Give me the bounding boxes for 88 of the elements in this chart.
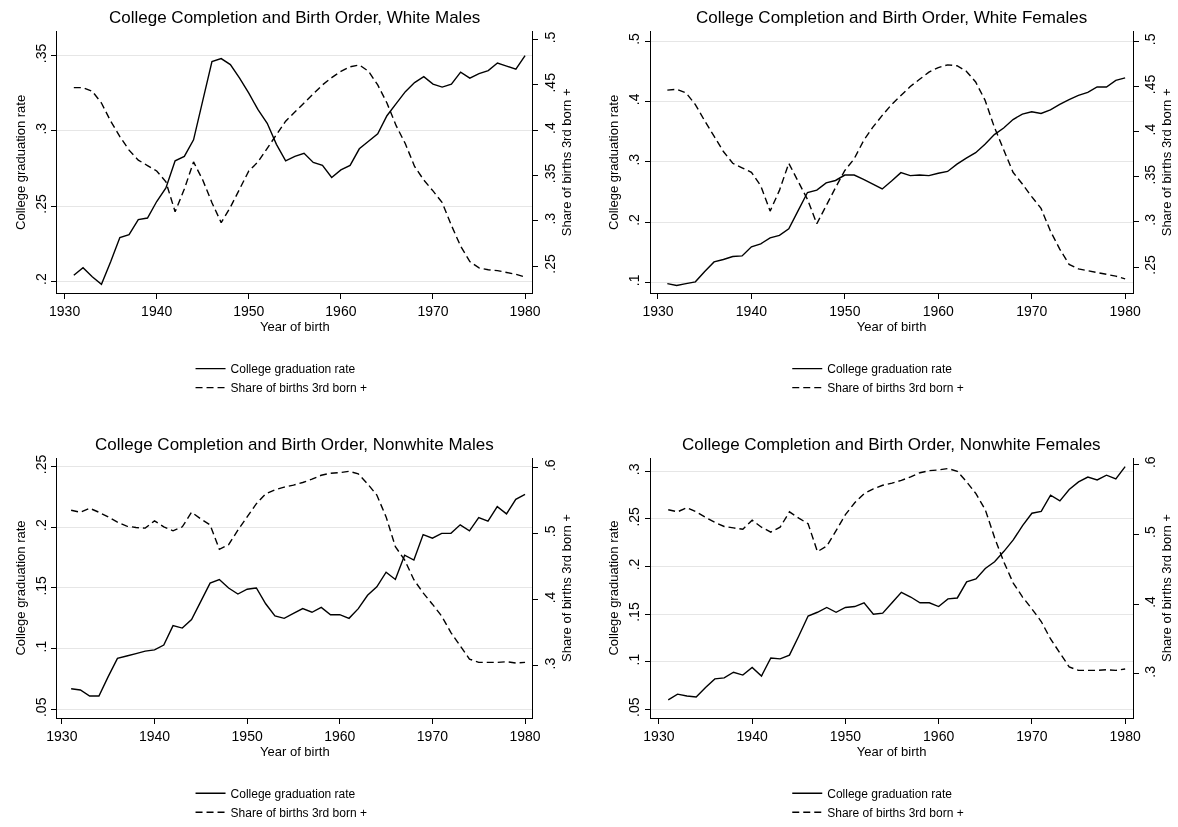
y-tick-label: .25 bbox=[625, 506, 642, 527]
y-tick-label: .3 bbox=[625, 153, 642, 166]
y2-axis-title: Share of births 3rd born + bbox=[1159, 88, 1175, 237]
x-tick-label: 1950 bbox=[233, 303, 265, 320]
y2-axis-title: Share of births 3rd born + bbox=[558, 88, 574, 237]
y-tick-label: .15 bbox=[625, 602, 642, 622]
y2-tick-label: .3 bbox=[542, 657, 559, 670]
legend-label: Share of births 3rd born + bbox=[827, 381, 964, 396]
y2-tick-label: .4 bbox=[1142, 123, 1159, 136]
y2-tick-label: .25 bbox=[1142, 255, 1159, 275]
x-tick-label: 1970 bbox=[417, 303, 449, 320]
x-tick-label: 1960 bbox=[325, 303, 357, 320]
y-tick-label: .1 bbox=[625, 653, 642, 666]
y-tick-label: .4 bbox=[625, 93, 642, 106]
x-tick-label: 1950 bbox=[231, 727, 263, 744]
y-tick-label: .2 bbox=[32, 519, 49, 532]
y2-tick-label: .35 bbox=[542, 163, 559, 184]
y-tick-label: .2 bbox=[625, 558, 642, 571]
x-tick-label: 1980 bbox=[509, 303, 541, 320]
x-tick-label: 1960 bbox=[922, 303, 955, 320]
y2-tick-label: .5 bbox=[542, 31, 559, 44]
x-tick-label: 1930 bbox=[46, 727, 78, 744]
y-tick-label: .25 bbox=[32, 454, 49, 475]
chart-title: College Completion and Birth Order, White Males bbox=[109, 8, 481, 27]
x-tick-label: 1930 bbox=[642, 303, 674, 320]
x-tick-label: 1940 bbox=[138, 727, 171, 744]
y2-tick-label: .5 bbox=[1142, 33, 1159, 46]
legend-label: Share of births 3rd born + bbox=[230, 381, 367, 396]
x-tick-label: 1930 bbox=[643, 727, 675, 744]
legend-label: Share of births 3rd born + bbox=[230, 805, 367, 820]
y2-tick-label: .35 bbox=[1142, 164, 1159, 185]
y2-tick-label: .5 bbox=[542, 525, 559, 538]
y2-tick-label: .3 bbox=[1142, 665, 1159, 678]
y-tick-label: .5 bbox=[625, 32, 642, 45]
x-tick-label: 1960 bbox=[324, 727, 356, 744]
x-tick-label: 1950 bbox=[829, 727, 862, 744]
x-tick-label: 1950 bbox=[829, 303, 861, 320]
y2-tick-label: .6 bbox=[542, 459, 559, 472]
y-tick-label: .1 bbox=[32, 640, 49, 653]
y-tick-label: .25 bbox=[32, 193, 49, 214]
y-axis-title: College graduation rate bbox=[12, 94, 28, 230]
y2-tick-label: .45 bbox=[1142, 74, 1159, 95]
y2-tick-label: .4 bbox=[1142, 595, 1159, 608]
y-axis-title: College graduation rate bbox=[605, 94, 621, 230]
x-axis-title: Year of birth bbox=[856, 319, 927, 335]
chart-title: College Completion and Birth Order, Nonwhite Females bbox=[682, 435, 1101, 454]
y-tick-label: .05 bbox=[32, 697, 49, 718]
x-tick-label: 1930 bbox=[49, 303, 81, 320]
y2-axis-title: Share of births 3rd born + bbox=[558, 514, 574, 662]
y2-tick-label: .5 bbox=[1142, 526, 1159, 538]
y-tick-label: .3 bbox=[32, 122, 49, 135]
y-tick-label: .3 bbox=[625, 463, 642, 476]
legend-label: College graduation rate bbox=[827, 786, 953, 801]
x-tick-label: 1980 bbox=[1109, 303, 1141, 320]
y2-tick-label: .25 bbox=[542, 254, 559, 274]
y2-axis-title: Share of births 3rd born + bbox=[1159, 514, 1175, 662]
y-tick-label: .1 bbox=[625, 274, 642, 287]
x-tick-label: 1980 bbox=[1109, 727, 1141, 744]
x-tick-label: 1960 bbox=[923, 727, 955, 744]
y-tick-label: .35 bbox=[32, 43, 49, 64]
y-axis-title: College graduation rate bbox=[12, 520, 28, 656]
legend-label: College graduation rate bbox=[827, 362, 953, 377]
x-tick-label: 1940 bbox=[141, 303, 173, 320]
x-tick-label: 1940 bbox=[736, 727, 768, 744]
legend-label: College graduation rate bbox=[230, 362, 356, 377]
x-axis-title: Year of birth bbox=[856, 743, 927, 759]
y-tick-label: .05 bbox=[625, 697, 642, 717]
y-tick-label: .2 bbox=[625, 213, 642, 226]
chart-title: College Completion and Birth Order, White Females bbox=[696, 8, 1088, 27]
x-tick-label: 1970 bbox=[1016, 303, 1048, 320]
y-tick-label: .2 bbox=[32, 273, 49, 285]
x-axis-title: Year of birth bbox=[260, 743, 330, 759]
x-tick-label: 1970 bbox=[1016, 727, 1048, 744]
y2-tick-label: .3 bbox=[542, 212, 559, 225]
x-tick-label: 1940 bbox=[735, 303, 768, 320]
y2-tick-label: .6 bbox=[1142, 456, 1159, 469]
legend-label: Share of births 3rd born + bbox=[827, 805, 964, 820]
y2-tick-label: .4 bbox=[542, 591, 559, 604]
chart-title: College Completion and Birth Order, Nonwhite Males bbox=[95, 435, 494, 454]
x-tick-label: 1970 bbox=[416, 727, 449, 744]
x-axis-title: Year of birth bbox=[260, 319, 330, 335]
y2-tick-label: .3 bbox=[1142, 213, 1159, 226]
y-axis-title: College graduation rate bbox=[605, 520, 621, 656]
legend-label: College graduation rate bbox=[230, 786, 356, 801]
x-tick-label: 1980 bbox=[509, 727, 541, 744]
y2-tick-label: .4 bbox=[542, 122, 559, 134]
y-tick-label: .15 bbox=[32, 575, 49, 596]
y2-tick-label: .45 bbox=[542, 72, 559, 93]
